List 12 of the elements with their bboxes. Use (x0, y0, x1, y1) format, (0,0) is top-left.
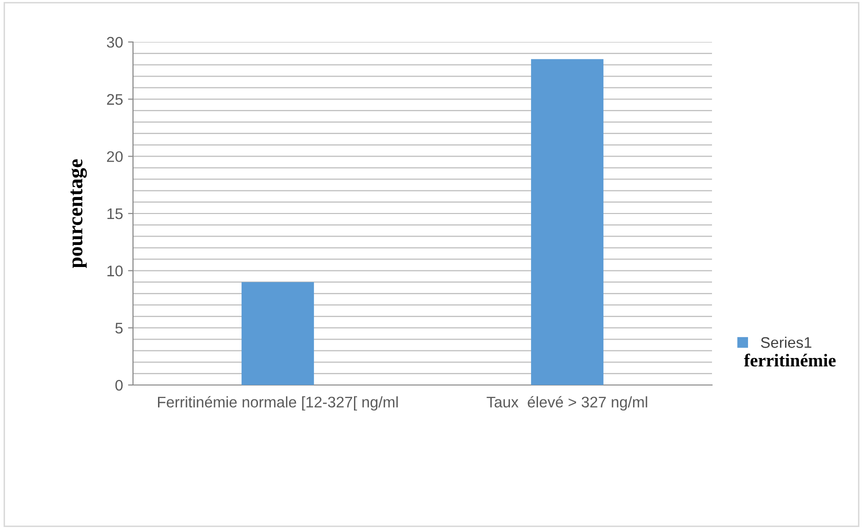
y-tick-label: 25 (107, 94, 123, 105)
y-tick-label: 20 (107, 151, 123, 162)
y-tick-label: 5 (115, 322, 123, 334)
y-tick-label: 30 (106, 36, 123, 48)
x-tick-label: Taux élevé > 327 ng/ml (486, 396, 648, 411)
x-tick-label: Ferritinémie normale [12-327[ ng/ml (158, 396, 398, 411)
y-tick-label: 15 (107, 208, 123, 220)
y-tick-label: 0 (115, 380, 123, 391)
legend-label: Series1 (760, 336, 812, 348)
y-tick-label: 10 (107, 266, 123, 276)
y-axis-title: pourcentage (70, 159, 87, 268)
x-axis-title: ferritinémie (744, 354, 836, 367)
